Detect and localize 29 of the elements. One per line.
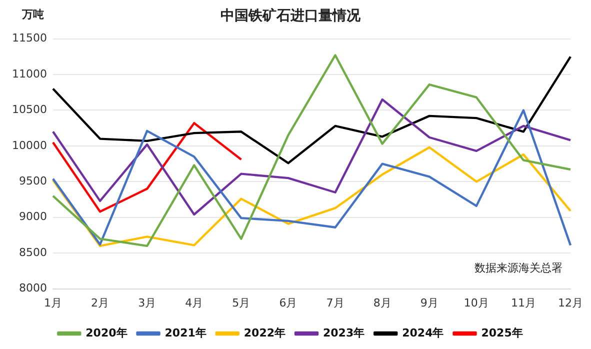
x-tick-label: 3月	[138, 296, 156, 310]
legend-label: 2022年	[244, 326, 286, 340]
x-tick-label: 1月	[44, 296, 62, 310]
y-tick-label: 10500	[12, 103, 47, 116]
x-tick-label: 7月	[326, 296, 344, 310]
x-tick-label: 8月	[373, 296, 392, 310]
legend-label: 2024年	[402, 326, 444, 340]
y-tick-label: 8500	[18, 246, 47, 259]
chart-title: 中国铁矿石进口量情况	[220, 7, 362, 24]
y-axis-title: 万吨	[21, 8, 44, 21]
y-tick-label: 11500	[12, 32, 47, 45]
legend-label: 2020年	[86, 326, 128, 340]
x-tick-label: 12月	[558, 296, 583, 310]
x-tick-label: 6月	[279, 296, 298, 310]
x-tick-label: 5月	[232, 296, 250, 310]
x-tick-label: 2月	[91, 296, 110, 310]
y-tick-label: 10000	[12, 138, 47, 152]
x-tick-label: 9月	[420, 296, 438, 310]
x-tick-label: 10月	[464, 296, 489, 310]
y-tick-label: 9000	[18, 210, 47, 224]
legend-label: 2021年	[164, 326, 206, 340]
annotation: 数据来源海关总署	[474, 262, 562, 275]
x-tick-label: 4月	[185, 296, 204, 310]
y-tick-label: 11000	[12, 67, 47, 80]
legend-label: 2023年	[323, 326, 365, 340]
y-tick-label: 8000	[18, 282, 47, 295]
legend-label: 2025年	[481, 326, 523, 340]
x-tick-label: 11月	[510, 296, 536, 310]
y-tick-label: 9500	[18, 174, 47, 188]
